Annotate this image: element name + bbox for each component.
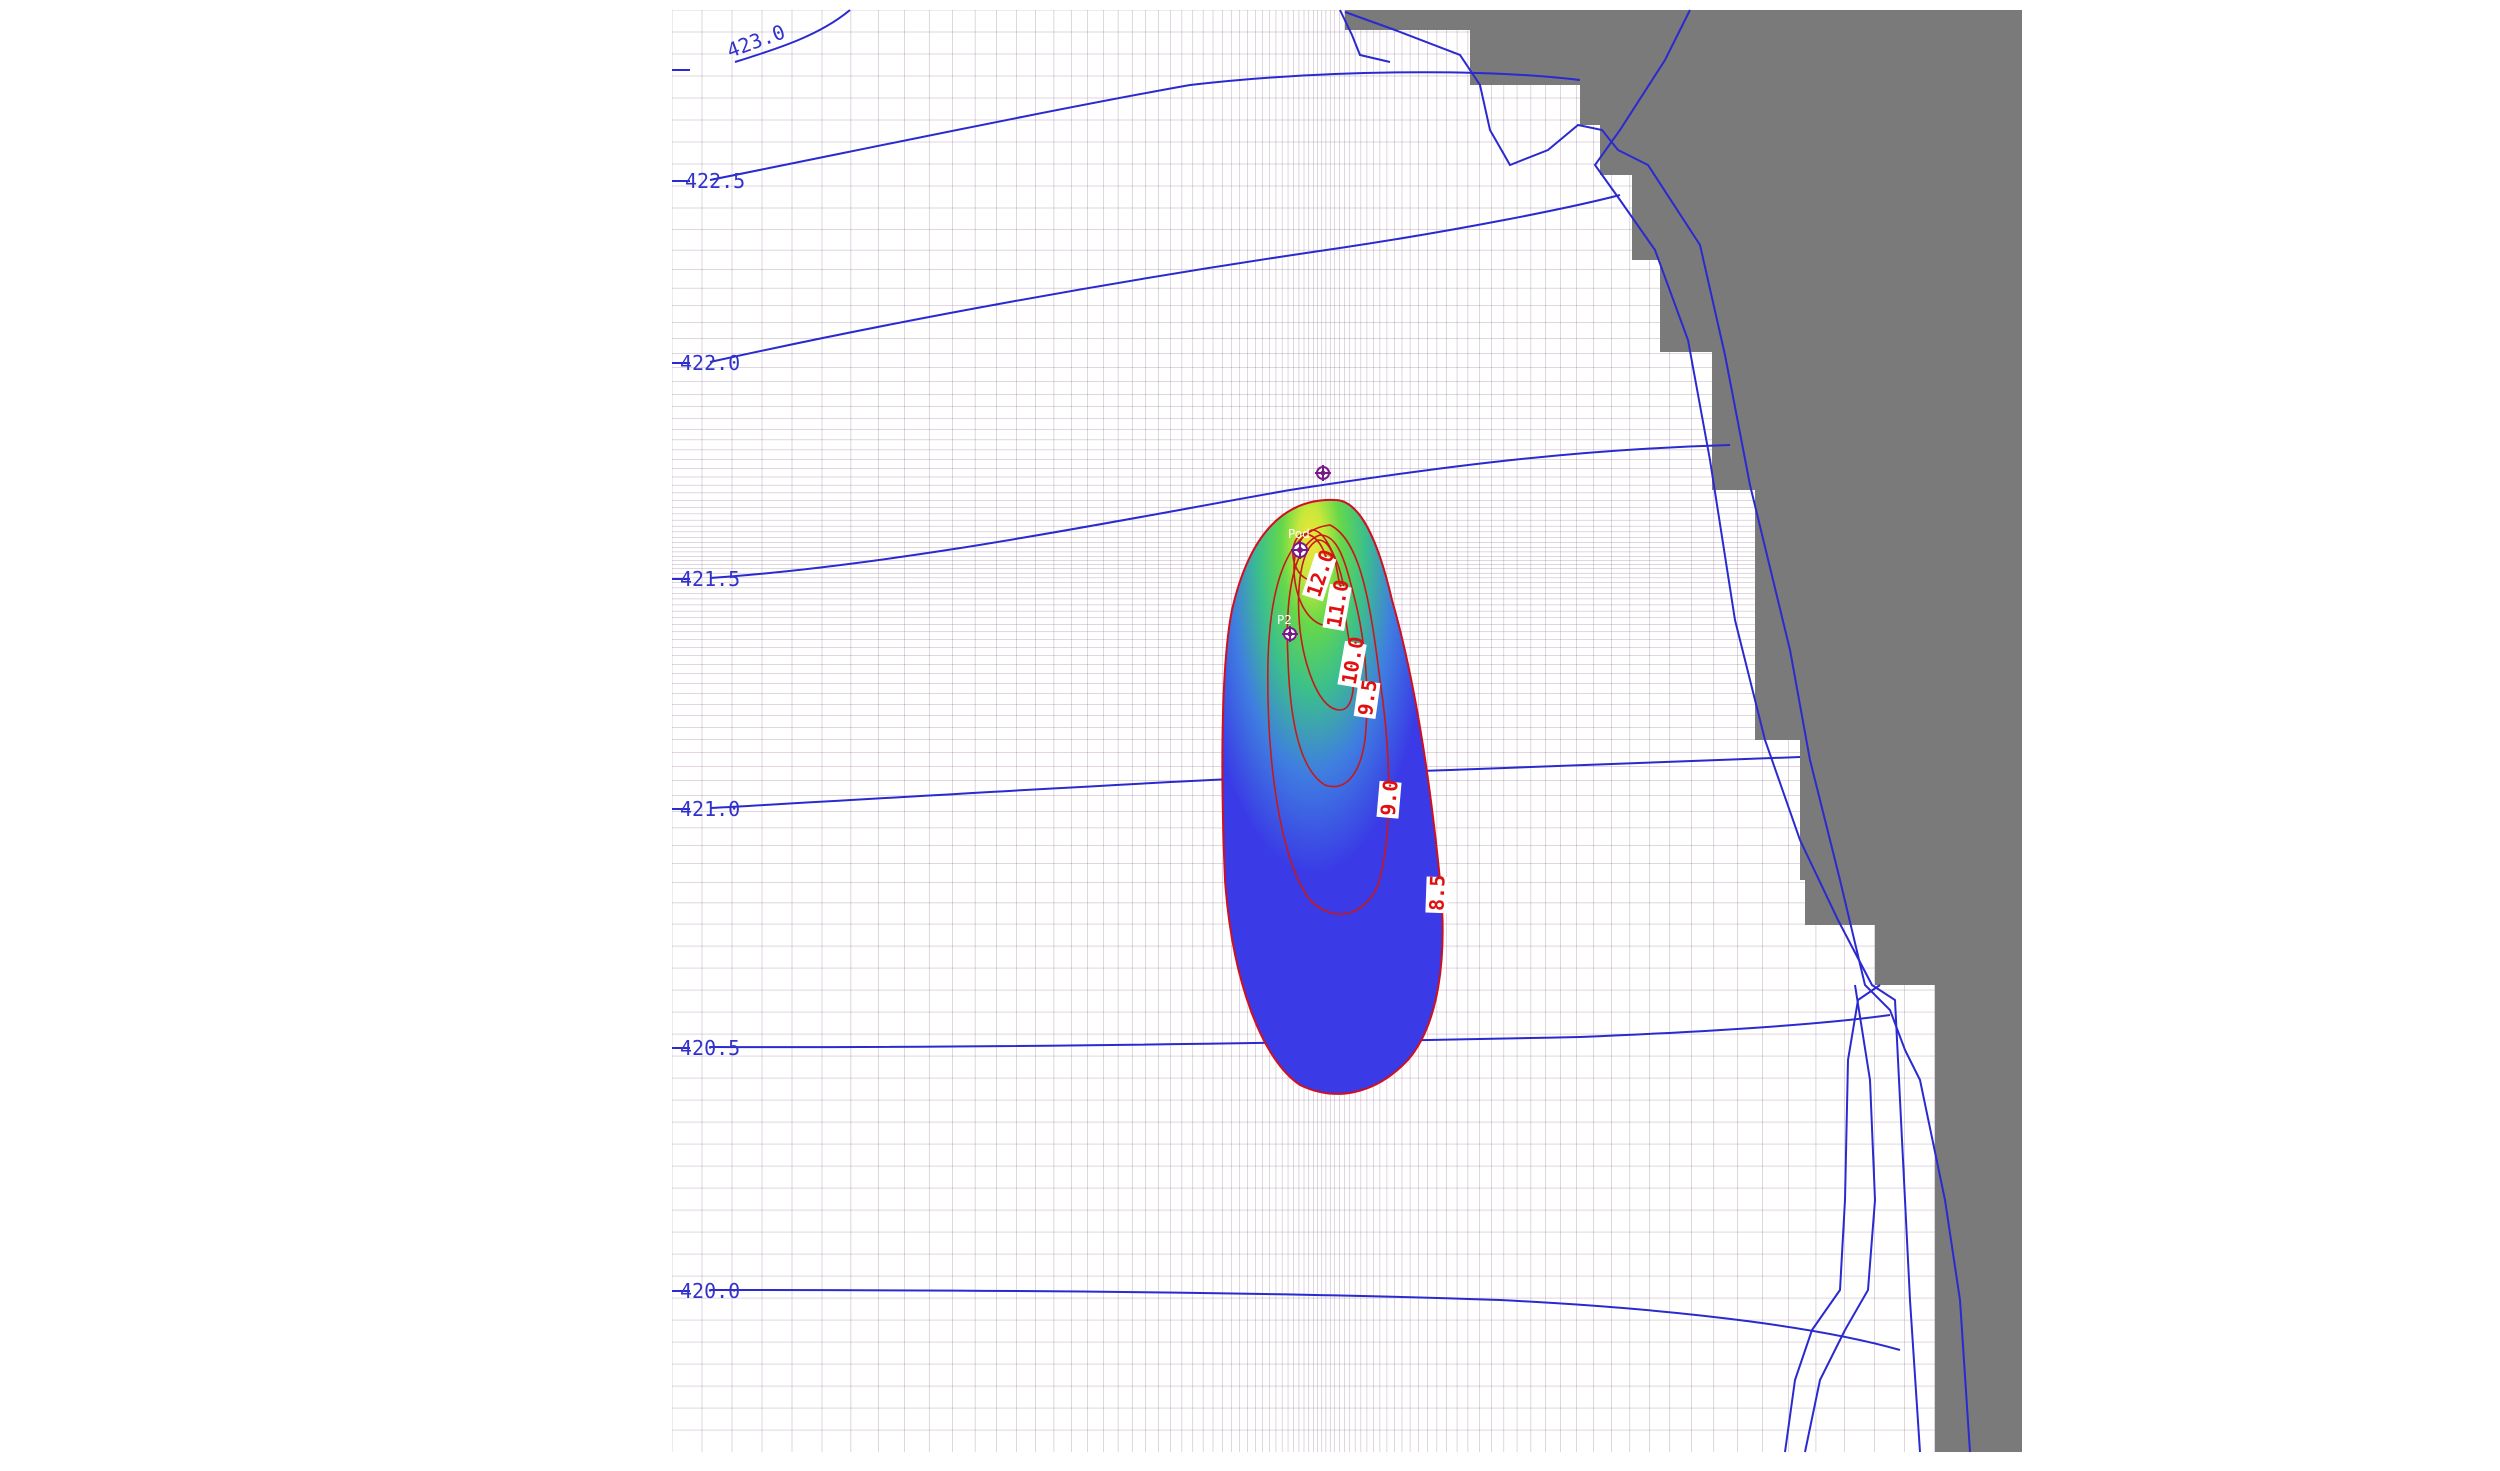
- plume-contour-9-0: [1267, 524, 1390, 915]
- plume-fill: [1221, 498, 1444, 1095]
- head-contour-420-5: [709, 1014, 1891, 1049]
- boundary-lines: [1339, 9, 1971, 1453]
- observation-points[interactable]: Pod P2: [1277, 465, 1331, 642]
- inactive-cells-region: [1345, 10, 2022, 1452]
- head-contour-423-0: [734, 9, 851, 63]
- head-label-421-0: 421.0: [680, 797, 740, 821]
- head-contour-422-5: [709, 71, 1581, 181]
- head-label-422-5: 422.5: [685, 169, 745, 193]
- well-marker-pod[interactable]: Pod: [1288, 527, 1310, 559]
- plume-label-9-0: 9.0: [1376, 779, 1403, 817]
- head-label-420-5: 420.5: [680, 1036, 740, 1060]
- well-marker-p2[interactable]: P2: [1277, 613, 1298, 642]
- plume-contour-9-5: [1286, 534, 1368, 788]
- head-label-422-0: 422.0: [680, 351, 740, 375]
- contaminant-plume[interactable]: 12.0 11.0 10.0 9.5 9.0 8.5: [1221, 498, 1450, 1095]
- head-contour-422-0: [709, 194, 1621, 363]
- head-label-420-0: 420.0: [680, 1279, 740, 1303]
- head-label-421-5: 421.5: [680, 567, 740, 591]
- head-contour-420-0: [709, 1289, 1901, 1351]
- head-contour-421-5: [709, 444, 1731, 579]
- well-label-pod: Pod: [1288, 527, 1310, 541]
- head-contour-labels: 423.0 422.5 422.0 421.5 421.0 420.5 420.…: [672, 20, 788, 1303]
- plume-label-8-5: 8.5: [1424, 874, 1449, 911]
- head-contours: [709, 9, 1901, 1351]
- plume-label-9-5: 9.5: [1353, 678, 1382, 717]
- well-marker-north[interactable]: [1315, 465, 1331, 481]
- well-label-p2: P2: [1277, 613, 1292, 627]
